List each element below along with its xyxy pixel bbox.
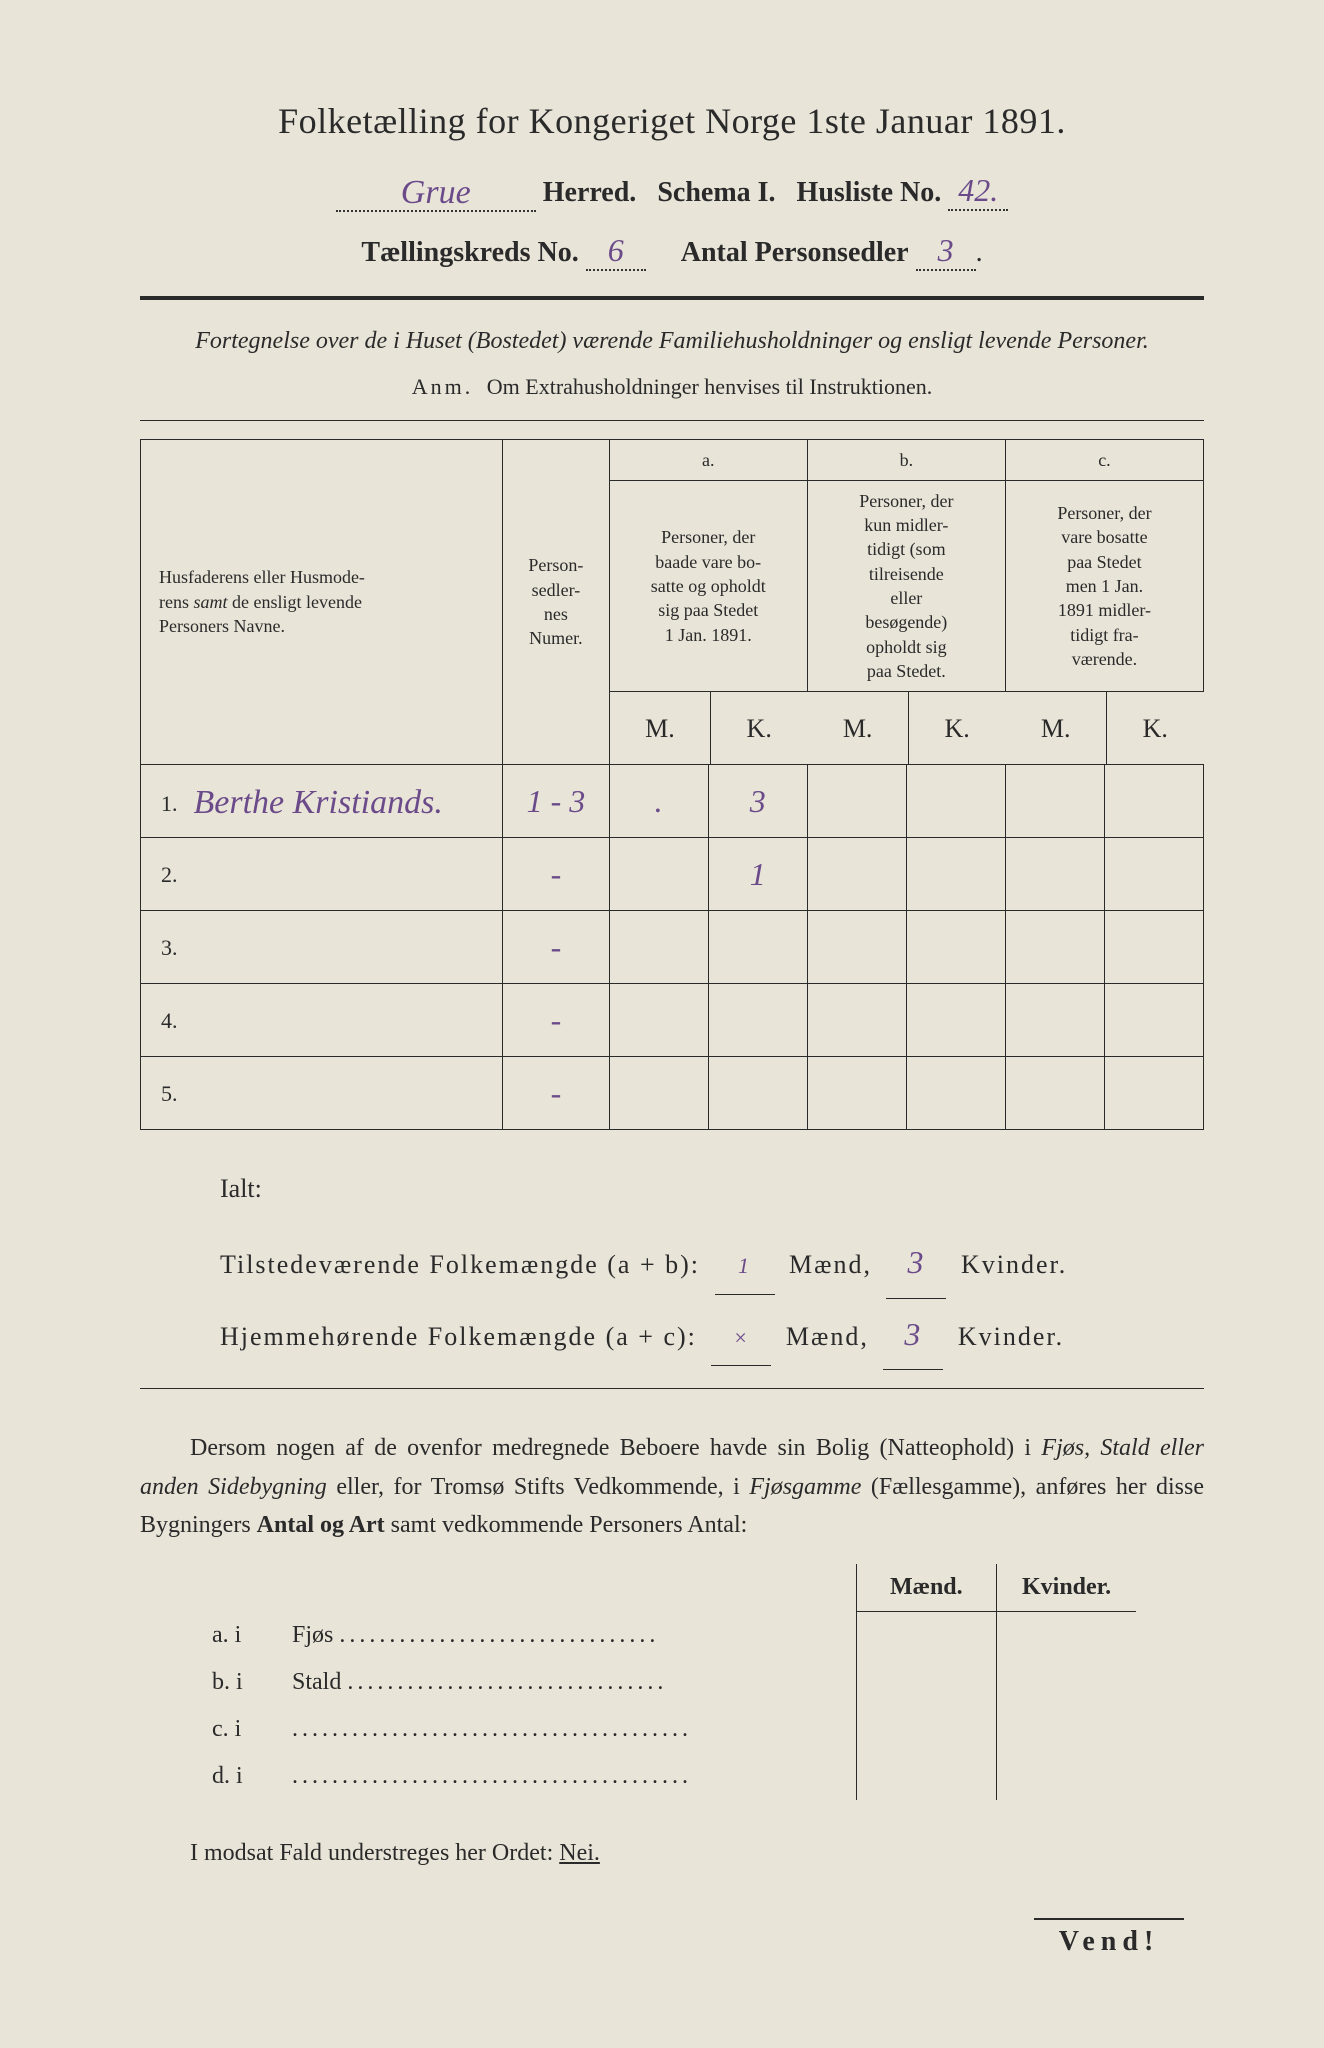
nei-word: Nei. [559,1840,600,1866]
kreds-label: Tællingskreds No. [361,237,578,268]
dwelling-k [996,1706,1136,1753]
row-c-cell [1005,911,1203,984]
row-name-cell: 1.Berthe Kristiands. [141,765,503,838]
dwelling-text: ........................................ [280,1753,856,1800]
anm-note: Anm. Om Extrahusholdninger henvises til … [140,374,1204,400]
row-b-cell [807,765,1005,838]
dwelling-label: a. i [200,1612,280,1659]
table-row: 5.- [141,1057,1204,1130]
row-b-cell [807,1057,1005,1130]
dwelling-text: ........................................ [280,1706,856,1753]
th-a-k: K. [711,692,808,764]
row-name-cell: 4. [141,984,503,1057]
th-a-text: Personer, derbaade vare bo-satte og opho… [609,480,807,691]
anm-label: Anm. [412,374,474,399]
th-b-k: K. [908,692,1005,764]
row-b-cell [807,984,1005,1057]
row-name-cell: 3. [141,911,503,984]
th-c-k: K. [1107,692,1204,764]
row-a-cell: 1 [609,838,807,911]
antal-label: Antal Personsedler [681,237,909,268]
summary-line-1: Tilstedeværende Folkemængde (a + b): 1 M… [220,1227,1204,1298]
dwelling-row: c. i....................................… [200,1706,1136,1753]
dwelling-m [856,1706,996,1753]
table-row: 4.- [141,984,1204,1057]
dwelling-label: c. i [200,1706,280,1753]
sum1-k: 3 [907,1244,925,1280]
dwelling-paragraph: Dersom nogen af de ovenfor medregnede Be… [140,1429,1204,1544]
row-b-cell [807,838,1005,911]
dwelling-m [856,1659,996,1706]
th-c-text: Personer, dervare bosattepaa Stedetmen 1… [1005,480,1203,691]
sum2-k: 3 [904,1316,922,1352]
row-b-cell [807,911,1005,984]
dwelling-m [856,1753,996,1800]
th-b-label: b. [807,439,1005,480]
row-name-cell: 5. [141,1057,503,1130]
th-a-m: M. [610,692,711,764]
dwelling-label: b. i [200,1659,280,1706]
antal-value: 3 [938,232,954,268]
row-a-cell [609,984,807,1057]
row-a-cell [609,911,807,984]
th-b-text: Personer, derkun midler-tidigt (somtilre… [807,480,1005,691]
closing-line: I modsat Fald understreges her Ordet: Ne… [140,1840,1204,1867]
th-name: Husfaderens eller Husmode-rens samt de e… [141,439,503,765]
dwelling-k [996,1612,1136,1659]
main-table: Husfaderens eller Husmode-rens samt de e… [140,439,1204,1131]
schema-label: Schema I. [657,177,775,208]
summary-block: Ialt: Tilstedeværende Folkemængde (a + b… [140,1160,1204,1370]
dwelling-k [996,1659,1136,1706]
divider-thin-2 [140,1388,1204,1389]
table-row: 3.- [141,911,1204,984]
sum2-m: × [733,1325,750,1350]
th-numer: Person-sedler-nesNumer. [503,439,610,765]
row-seq-cell: - [503,1057,610,1130]
row-name-cell: 2. [141,838,503,911]
dwelling-row: a. iFjøs ...............................… [200,1612,1136,1659]
dwelling-label: d. i [200,1753,280,1800]
row-seq-cell: - [503,911,610,984]
document-title: Folketælling for Kongeriget Norge 1ste J… [140,100,1204,142]
dwelling-row: b. iStald ..............................… [200,1659,1136,1706]
row-seq-cell: - [503,984,610,1057]
row-c-cell [1005,838,1203,911]
herred-label: Herred. [543,177,637,208]
header-line-1: Grue Herred. Schema I. Husliste No. 42. [140,172,1204,212]
th-a-label: a. [609,439,807,480]
dwelling-k [996,1753,1136,1800]
divider-thin [140,420,1204,421]
herred-value: Grue [401,174,471,211]
th-b-m: M. [807,692,908,764]
row-seq-cell: - [503,838,610,911]
anm-text: Om Extrahusholdninger henvises til Instr… [487,374,932,399]
husliste-label: Husliste No. [797,177,942,208]
row-c-cell [1005,765,1203,838]
dwelling-row: d. i....................................… [200,1753,1136,1800]
dwelling-text: Fjøs ................................ [280,1612,856,1659]
ialt-label: Ialt: [220,1160,1204,1217]
dwelling-table: Mænd. Kvinder. a. iFjøs ................… [200,1564,1136,1800]
header-line-2: Tællingskreds No. 6 Antal Personsedler 3… [140,232,1204,271]
divider [140,296,1204,300]
summary-line-2: Hjemmehørende Folkemængde (a + c): × Mæn… [220,1299,1204,1370]
row-seq-cell: 1 - 3 [503,765,610,838]
table-row: 2.-1 [141,838,1204,911]
dwelling-text: Stald ................................ [280,1659,856,1706]
row-a-cell: .3 [609,765,807,838]
sum1-m: 1 [738,1253,751,1278]
subtitle: Fortegnelse over de i Huset (Bostedet) v… [140,325,1204,359]
row-a-cell [609,1057,807,1130]
th-c-label: c. [1005,439,1203,480]
dwelling-m [856,1612,996,1659]
dwelling-th-m: Mænd. [856,1564,996,1612]
th-c-m: M. [1005,692,1106,764]
vend-label: Vend! [1034,1918,1184,1958]
row-c-cell [1005,984,1203,1057]
table-row: 1.Berthe Kristiands.1 - 3.3 [141,765,1204,838]
dwelling-th-k: Kvinder. [996,1564,1136,1612]
husliste-value: 42. [958,172,998,208]
kreds-value: 6 [608,232,624,268]
row-c-cell [1005,1057,1203,1130]
